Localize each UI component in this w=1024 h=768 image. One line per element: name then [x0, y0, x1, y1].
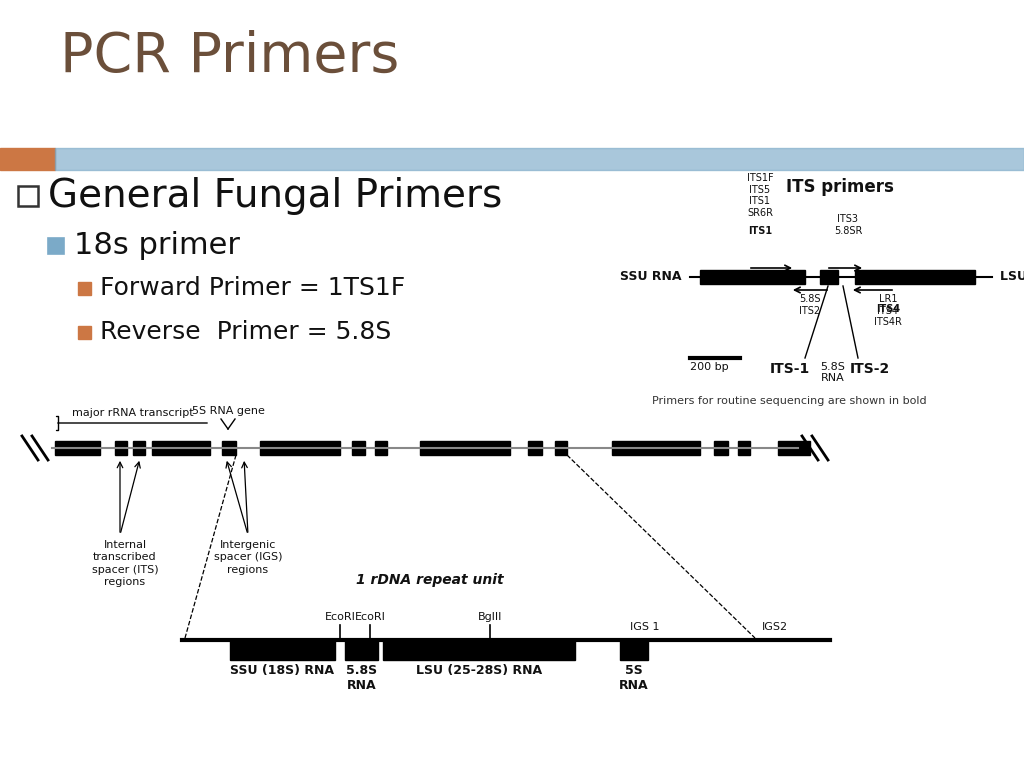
Bar	[528, 441, 542, 455]
Text: LSU RNA: LSU RNA	[1000, 270, 1024, 283]
Bar	[738, 441, 750, 455]
Text: LSU (25-28S) RNA: LSU (25-28S) RNA	[416, 664, 542, 677]
Text: 5.8S
RNA: 5.8S RNA	[346, 664, 377, 692]
Bar	[352, 441, 365, 455]
Bar	[230, 640, 335, 660]
Bar	[0, 148, 55, 170]
Text: 5S RNA gene: 5S RNA gene	[191, 406, 264, 416]
Text: ITS1F
ITS5
ITS1
SR6R: ITS1F ITS5 ITS1 SR6R	[746, 174, 773, 218]
Bar	[78, 282, 91, 295]
Bar	[133, 441, 145, 455]
Bar	[420, 441, 510, 455]
Bar	[222, 441, 236, 455]
Text: 5.8S
RNA: 5.8S RNA	[820, 362, 846, 382]
Bar	[55, 148, 1024, 170]
Text: EcoRI: EcoRI	[325, 612, 355, 622]
Bar	[778, 441, 810, 455]
Text: ITS3
5.8SR: ITS3 5.8SR	[834, 214, 862, 236]
Text: IGS 1: IGS 1	[630, 622, 659, 632]
Bar	[55, 441, 100, 455]
Text: General Fungal Primers: General Fungal Primers	[48, 177, 502, 215]
Text: Intergenic
spacer (IGS)
regions: Intergenic spacer (IGS) regions	[214, 540, 283, 574]
Text: BglII: BglII	[478, 612, 502, 622]
Bar	[620, 640, 648, 660]
Bar	[612, 441, 700, 455]
Text: ITS4: ITS4	[876, 304, 900, 314]
Text: LR1
ITS4
ITS4R: LR1 ITS4 ITS4R	[874, 294, 902, 327]
Text: IGS2: IGS2	[762, 622, 788, 632]
Bar	[375, 441, 387, 455]
Text: EcoRI: EcoRI	[354, 612, 385, 622]
Text: Primers for routine sequencing are shown in bold: Primers for routine sequencing are shown…	[652, 396, 927, 406]
Bar	[820, 270, 838, 284]
Bar	[700, 270, 805, 284]
Bar	[115, 441, 127, 455]
Text: 200 bp: 200 bp	[690, 362, 729, 372]
Text: ITS-1: ITS-1	[770, 362, 810, 376]
Text: 5S
RNA: 5S RNA	[620, 664, 649, 692]
Text: SSU (18S) RNA: SSU (18S) RNA	[230, 664, 335, 677]
Text: Forward Primer = 1TS1F: Forward Primer = 1TS1F	[100, 276, 406, 300]
Bar	[18, 186, 38, 206]
Bar	[714, 441, 728, 455]
Text: PCR Primers: PCR Primers	[60, 30, 399, 84]
Text: major rRNA transcript: major rRNA transcript	[72, 408, 194, 418]
Bar	[78, 326, 91, 339]
Text: Internal
transcribed
spacer (ITS)
regions: Internal transcribed spacer (ITS) region…	[92, 540, 159, 588]
Bar	[345, 640, 378, 660]
Bar	[260, 441, 340, 455]
Text: ITS1: ITS1	[748, 226, 772, 236]
Text: 18s primer: 18s primer	[74, 231, 240, 260]
Bar	[555, 441, 567, 455]
Text: 5.8S
ITS2: 5.8S ITS2	[800, 294, 821, 316]
Bar	[152, 441, 210, 455]
Bar	[383, 640, 575, 660]
Text: 1 rDNA repeat unit: 1 rDNA repeat unit	[356, 573, 504, 587]
Bar	[855, 270, 975, 284]
Bar	[48, 238, 63, 254]
Text: ITS-2: ITS-2	[850, 362, 890, 376]
Text: Reverse  Primer = 5.8S: Reverse Primer = 5.8S	[100, 320, 391, 344]
Text: ITS primers: ITS primers	[786, 178, 894, 196]
Text: SSU RNA: SSU RNA	[621, 270, 682, 283]
